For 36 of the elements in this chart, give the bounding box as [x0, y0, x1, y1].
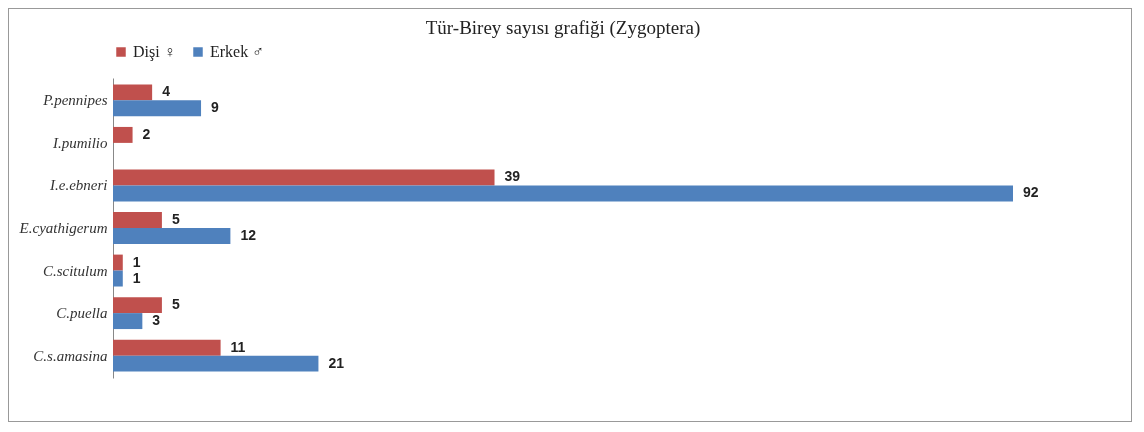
data-label: 5	[171, 296, 180, 313]
bar	[113, 100, 202, 117]
data-label: 1	[132, 253, 141, 270]
bar	[113, 169, 495, 186]
bar	[113, 339, 221, 356]
data-label: 21	[328, 354, 345, 371]
y-tick-label: C.scitulum	[42, 262, 108, 279]
bar	[113, 212, 162, 228]
y-tick-label: C.puella	[56, 305, 108, 322]
chart-title: Tür-Birey sayısı grafiği (Zygoptera)	[425, 17, 701, 39]
y-tick-label: I.pumilio	[51, 134, 108, 151]
data-label: 4	[162, 83, 171, 100]
bar	[113, 185, 1013, 202]
legend-label: Erkek ♂	[210, 43, 265, 60]
data-label: 1	[132, 269, 141, 286]
legend-label: Dişi ♀	[133, 43, 176, 61]
bar	[113, 270, 123, 287]
bar	[113, 254, 123, 271]
bar	[113, 84, 153, 101]
y-tick-label: E.cyathigerum	[18, 220, 108, 236]
bar	[113, 313, 143, 330]
y-tick-label: I.e.ebneri	[49, 177, 108, 194]
bar	[113, 126, 133, 143]
data-label: 92	[1023, 184, 1039, 201]
data-label: 3	[152, 312, 161, 329]
data-label: 11	[230, 338, 246, 355]
bar	[113, 297, 162, 314]
bar	[113, 228, 231, 244]
data-label: 5	[171, 211, 180, 228]
data-label: 9	[211, 99, 220, 116]
y-tick-label: P.pennipes	[42, 92, 108, 109]
data-label: 12	[240, 226, 257, 243]
data-label: 2	[142, 125, 151, 142]
y-tick-label: C.s.amasina	[33, 347, 108, 364]
bar	[113, 355, 319, 372]
data-label: 39	[504, 168, 521, 185]
